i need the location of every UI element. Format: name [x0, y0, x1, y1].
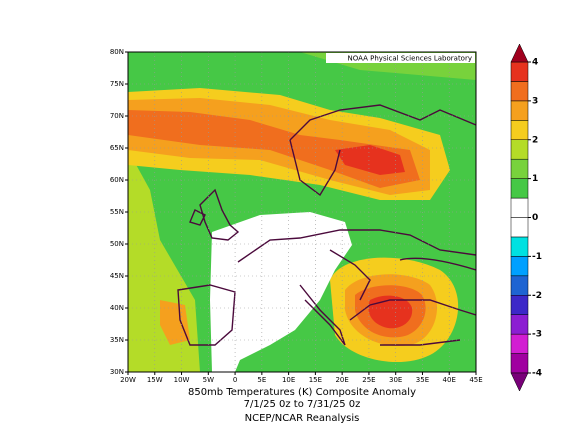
- lon-label: 25E: [362, 376, 375, 384]
- colorbar-swatch: [510, 178, 529, 199]
- colorbar-over: [510, 43, 529, 63]
- lon-label: 10W: [174, 376, 190, 384]
- lon-label: 40E: [443, 376, 456, 384]
- field-orange-iberia: [160, 300, 190, 345]
- colorbar-label: -4: [532, 369, 542, 379]
- lat-label: 40N: [110, 304, 124, 312]
- field-red-south: [368, 295, 413, 329]
- lon-label: 10E: [282, 376, 295, 384]
- lon-label: 30E: [389, 376, 402, 384]
- coastlines: [177, 104, 476, 346]
- colorbar-swatch: [510, 256, 529, 277]
- lat-label: 70N: [110, 112, 124, 120]
- colorbar-swatch: [510, 197, 529, 218]
- lon-label: 0: [233, 376, 237, 384]
- lat-label: 65N: [110, 144, 124, 152]
- colorbar-swatch: [510, 353, 529, 374]
- colorbar-label: -3: [532, 330, 542, 340]
- lat-label: 45N: [110, 272, 124, 280]
- colorbar-swatch: [510, 120, 529, 140]
- colorbar-swatch: [510, 81, 529, 102]
- colorbar-swatch: [510, 236, 529, 257]
- lat-label: 55N: [110, 208, 124, 216]
- colorbar-swatch: [510, 295, 529, 315]
- colorbar-swatch: [510, 333, 529, 354]
- lon-label: 45E: [469, 376, 482, 384]
- lat-label: 35N: [110, 336, 124, 344]
- colorbar-swatch: [510, 100, 529, 121]
- colorbar-swatch: [510, 275, 529, 296]
- colorbar-swatch: [510, 314, 529, 335]
- colorbar-swatch: [510, 139, 529, 160]
- lat-label: 75N: [110, 80, 124, 88]
- colorbar-under: [510, 372, 529, 392]
- lon-label: 15W: [147, 376, 163, 384]
- lon-label: 20E: [335, 376, 348, 384]
- colorbar-swatch: [510, 61, 529, 82]
- lon-label: 5W: [203, 376, 214, 384]
- lab-box: [326, 53, 475, 63]
- lon-label: 20W: [120, 376, 136, 384]
- lab-label: NOAA Physical Sciences Laboratory: [348, 55, 472, 63]
- field-orange: [128, 110, 420, 188]
- colorbar-label: 1: [532, 174, 538, 184]
- colorbar-swatch: [510, 217, 529, 238]
- colorbar-label: 0: [532, 213, 538, 223]
- title-line: 850mb Temperatures (K) Composite Anomaly: [188, 387, 416, 398]
- lon-label: 15E: [309, 376, 322, 384]
- title-line: 7/1/25 0z to 7/31/25 0z: [244, 399, 361, 410]
- colorbar-label: 2: [532, 135, 538, 145]
- lat-label: 30N: [110, 368, 124, 376]
- colorbar-swatch: [510, 158, 529, 179]
- colorbar-label: 3: [532, 96, 538, 106]
- title-line: NCEP/NCAR Reanalysis: [245, 413, 360, 424]
- colorbar-label: -1: [532, 252, 542, 262]
- lat-label: 50N: [110, 240, 124, 248]
- colorbar-label: 4: [532, 58, 538, 68]
- field-red-north: [335, 145, 405, 175]
- lat-label: 80N: [110, 48, 124, 56]
- graticule: [128, 52, 476, 372]
- colorbar: 4 3 2 1 0 -1 -2 -3 -4: [510, 43, 542, 392]
- lon-label: 5E: [257, 376, 266, 384]
- lon-label: 35E: [416, 376, 429, 384]
- lat-label: 60N: [110, 176, 124, 184]
- colorbar-label: -2: [532, 291, 542, 301]
- field-white: [210, 212, 352, 372]
